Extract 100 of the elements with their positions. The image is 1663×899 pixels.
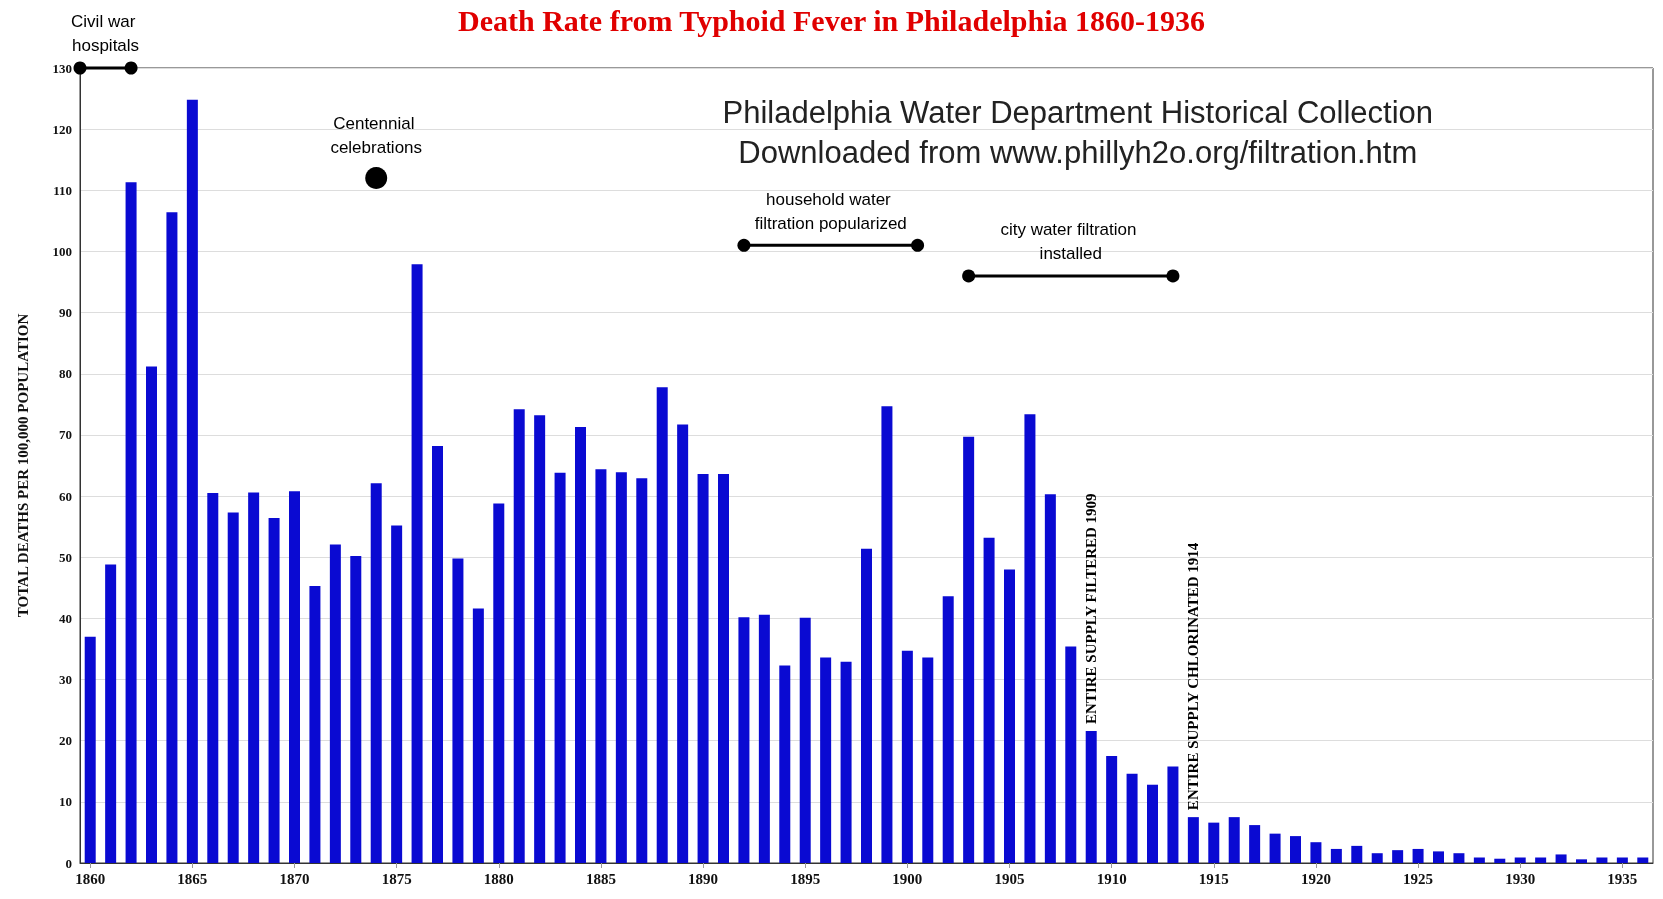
bar <box>881 406 893 863</box>
bar <box>146 366 157 863</box>
y-tick-label: 30 <box>59 672 72 688</box>
bar <box>391 525 403 863</box>
bar <box>370 483 382 863</box>
x-tick-label: 1920 <box>1300 870 1331 887</box>
x-tick-label: 1930 <box>1505 870 1536 887</box>
bar <box>1494 858 1506 863</box>
bar <box>289 491 300 863</box>
y-tick-label: 120 <box>52 121 72 137</box>
x-tick-label: 1865 <box>177 870 208 887</box>
bar <box>186 99 198 863</box>
bar <box>983 537 995 863</box>
bar <box>1596 857 1608 863</box>
bar <box>1249 825 1261 863</box>
point <box>73 61 87 75</box>
bar <box>1412 848 1424 863</box>
bar <box>1024 414 1036 863</box>
bar <box>1228 817 1240 863</box>
bar <box>779 665 791 863</box>
bar <box>656 387 668 863</box>
bar <box>595 469 607 863</box>
bar <box>472 608 484 863</box>
bar <box>1065 646 1077 863</box>
x-tick-label: 1900 <box>892 870 923 887</box>
bar <box>942 596 954 863</box>
bar <box>207 493 219 863</box>
point <box>737 238 751 252</box>
bar <box>432 445 443 863</box>
point <box>124 61 138 75</box>
x-tick-label: 1935 <box>1607 870 1638 887</box>
bar <box>1147 784 1158 863</box>
annotation: Philadelphia Water Department Historical Collection Downloaded from www.phillyh2o.org/filtration.htm <box>722 94 1434 170</box>
y-tick-label: 20 <box>59 733 72 749</box>
bar <box>411 264 423 863</box>
bar <box>1044 494 1056 863</box>
bar <box>1351 845 1363 863</box>
bar <box>493 503 505 863</box>
bar <box>452 558 464 863</box>
bar <box>1330 848 1342 863</box>
y-tick-label: 100 <box>52 243 72 259</box>
x-tick-label: 1895 <box>790 870 821 887</box>
y-tick-label: 90 <box>59 305 72 321</box>
bar <box>861 548 872 863</box>
annotation: Civil war hospitals <box>71 12 141 56</box>
y-tick-label: 70 <box>59 427 72 443</box>
annotation: ENTIRE SUPPLY CHLORINATED 1914 <box>1185 542 1202 811</box>
point <box>911 238 925 252</box>
annotation: Centennial celebrations <box>330 113 423 157</box>
bar <box>1392 850 1404 863</box>
annotation: city water filtration installed <box>1000 220 1142 264</box>
y-tick-label: 80 <box>59 366 72 382</box>
bar <box>350 556 362 863</box>
y-tick-label: 60 <box>59 488 72 504</box>
y-tick-label: 50 <box>59 549 72 565</box>
bar <box>1576 859 1587 863</box>
bar <box>963 436 975 863</box>
x-tick-label: 1860 <box>75 870 106 887</box>
bar <box>1473 857 1485 863</box>
bar <box>820 657 832 863</box>
bar <box>1269 833 1281 863</box>
bar <box>125 182 137 863</box>
bar <box>697 474 709 863</box>
x-tick-label: 1910 <box>1096 870 1127 887</box>
x-tick-label: 1905 <box>994 870 1025 887</box>
bar <box>1126 773 1138 863</box>
bar <box>1290 836 1301 863</box>
x-tick-label: 1880 <box>483 870 514 887</box>
y-tick-label: 0 <box>65 855 72 871</box>
y-tick-label: 110 <box>53 182 72 198</box>
bar <box>677 424 689 863</box>
x-tick-label: 1925 <box>1403 870 1434 887</box>
x-tick-label: 1875 <box>381 870 412 887</box>
bar <box>922 657 934 863</box>
bar <box>1555 854 1567 863</box>
bar <box>248 492 260 863</box>
bar <box>1453 853 1465 863</box>
bar <box>1208 822 1220 863</box>
x-tick-label: 1890 <box>688 870 719 887</box>
y-tick-label: 10 <box>59 794 72 810</box>
point <box>1166 269 1180 283</box>
bar <box>227 512 239 863</box>
bar <box>166 212 178 863</box>
bar <box>738 617 750 863</box>
bar <box>105 564 117 863</box>
bar <box>268 518 280 863</box>
bar <box>309 585 321 863</box>
bar <box>84 636 96 863</box>
bar <box>615 472 627 863</box>
point <box>962 269 976 283</box>
bar <box>799 617 811 863</box>
bar <box>758 614 770 863</box>
annotation: ENTIRE SUPPLY FILTERED 1909 <box>1083 493 1100 724</box>
bar <box>901 650 913 863</box>
bar <box>1433 851 1444 863</box>
annotation: household water filtration popularized <box>754 189 907 233</box>
bar <box>1310 842 1322 863</box>
bar <box>534 415 546 863</box>
bar <box>1106 755 1118 863</box>
bar <box>329 544 341 863</box>
